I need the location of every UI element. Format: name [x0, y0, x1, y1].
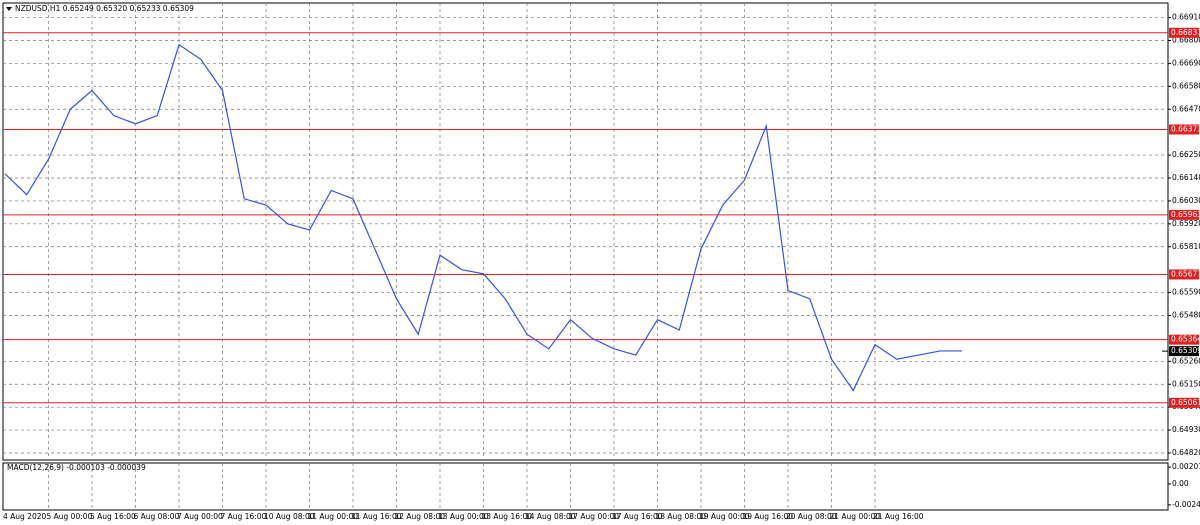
macd-title: MACD(12,26,9) -0.000103 -0.000039 — [7, 463, 146, 472]
price-line — [4, 43, 962, 392]
y-tick-label: 0.66800 — [1172, 36, 1200, 45]
menu-arrow[interactable] — [6, 7, 12, 11]
x-tick-label: 5 Aug 16:00 — [90, 512, 136, 521]
level-label: 0.65061 — [1171, 398, 1200, 407]
level-label-bg — [1169, 124, 1199, 135]
y-tick-label: 0.65150 — [1172, 379, 1200, 388]
level-label-bg — [1169, 27, 1199, 38]
y-tick-label: 0.66250 — [1172, 150, 1200, 159]
price-panel — [2, 2, 1169, 461]
y-tick-label: 0.66470 — [1172, 104, 1200, 113]
x-tick-label: 7 Aug 00:00 — [177, 512, 223, 521]
level-label: 0.65364 — [1171, 335, 1200, 344]
level-label-bg — [1169, 209, 1199, 220]
y-tick-label: 0.66690 — [1172, 58, 1200, 67]
x-tick-label: 19 Aug 00:00 — [699, 512, 750, 521]
y-tick-label: 0.66580 — [1172, 81, 1200, 90]
y-tick-label: 0.64820 — [1172, 448, 1200, 457]
y-tick-label: 0.65590 — [1172, 288, 1200, 297]
y-tick-label: 0.65810 — [1172, 242, 1200, 251]
x-tick-label: 6 Aug 08:00 — [134, 512, 180, 521]
level-label: 0.65677 — [1171, 269, 1200, 278]
y-tick-label: 0.66910 — [1172, 13, 1200, 22]
current-price-bg — [1169, 346, 1199, 357]
y-tick-label: 0.65920 — [1172, 219, 1200, 228]
x-tick-label: 17 Aug 16:00 — [612, 512, 663, 521]
x-tick-label: 12 Aug 08:00 — [395, 512, 446, 521]
macd-tick-label: -0.00249 — [1172, 500, 1200, 509]
y-tick-label: 0.65480 — [1172, 311, 1200, 320]
x-tick-label: 7 Aug 16:00 — [221, 512, 267, 521]
x-tick-label: 20 Aug 08:00 — [786, 512, 837, 521]
macd-tick-label: 0.002015 — [1172, 462, 1200, 471]
x-tick-label: 4 Aug 2020 — [3, 512, 46, 521]
level-label: 0.65963 — [1171, 210, 1200, 219]
macd-panel — [2, 462, 1169, 511]
level-label-bg — [1169, 334, 1199, 345]
x-tick-label: 18 Aug 08:00 — [656, 512, 707, 521]
chart-title: NZDUSD,H1 0.65249 0.65320 0.65233 0.6530… — [15, 4, 194, 13]
level-label-bg — [1169, 269, 1199, 280]
y-tick-label: 0.64930 — [1172, 425, 1200, 434]
x-tick-label: 11 Aug 16:00 — [351, 512, 402, 521]
level-label-bg — [1169, 397, 1199, 408]
x-tick-label: 11 Aug 00:00 — [308, 512, 359, 521]
y-tick-label: 0.66030 — [1172, 196, 1200, 205]
x-tick-label: 5 Aug 00:00 — [47, 512, 93, 521]
x-tick-label: 21 Aug 16:00 — [873, 512, 924, 521]
level-label: 0.66837 — [1171, 28, 1200, 37]
current-price-label: 0.65309 — [1171, 346, 1200, 355]
x-tick-label: 17 Aug 00:00 — [569, 512, 620, 521]
x-tick-label: 19 Aug 16:00 — [743, 512, 794, 521]
y-tick-label: 0.65260 — [1172, 356, 1200, 365]
x-tick-label: 13 Aug 00:00 — [438, 512, 489, 521]
y-tick-label: 0.66140 — [1172, 173, 1200, 182]
x-tick-label: 13 Aug 16:00 — [482, 512, 533, 521]
x-tick-label: 10 Aug 08:00 — [264, 512, 315, 521]
level-label: 0.66373 — [1171, 124, 1200, 133]
x-tick-label: 21 Aug 00:00 — [830, 512, 881, 521]
macd-tick-label: 0.00 — [1172, 479, 1189, 488]
x-tick-label: 14 Aug 08:00 — [525, 512, 576, 521]
